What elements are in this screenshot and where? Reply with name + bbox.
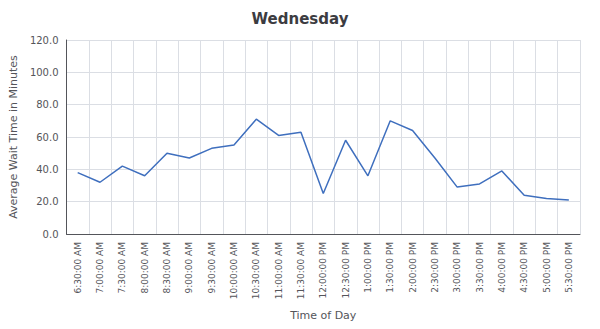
svg-text:7:30:00 AM: 7:30:00 AM [117, 242, 127, 293]
svg-text:3:30:00 PM: 3:30:00 PM [475, 242, 485, 293]
svg-text:120.0: 120.0 [30, 35, 59, 46]
svg-text:10:00:00 AM: 10:00:00 AM [229, 242, 239, 299]
svg-text:12:00:00 PM: 12:00:00 PM [318, 242, 328, 298]
svg-text:5:30:00 PM: 5:30:00 PM [564, 242, 574, 293]
svg-text:60.0: 60.0 [36, 132, 58, 143]
svg-text:7:00:00 AM: 7:00:00 AM [95, 242, 105, 293]
svg-text:2:00:00 PM: 2:00:00 PM [408, 242, 418, 293]
svg-text:9:30:00 AM: 9:30:00 AM [207, 242, 217, 293]
svg-text:9:00:00 AM: 9:00:00 AM [184, 242, 194, 293]
svg-text:4:30:00 PM: 4:30:00 PM [519, 242, 529, 293]
svg-text:11:30:00 AM: 11:30:00 AM [296, 242, 306, 299]
svg-text:8:30:00 AM: 8:30:00 AM [162, 242, 172, 293]
svg-text:4:00:00 PM: 4:00:00 PM [497, 242, 507, 293]
svg-text:2:30:00 PM: 2:30:00 PM [430, 242, 440, 293]
svg-text:Average Wait Time in Minutes: Average Wait Time in Minutes [7, 55, 20, 219]
svg-text:1:30:00 PM: 1:30:00 PM [385, 242, 395, 293]
svg-text:80.0: 80.0 [36, 99, 58, 110]
svg-text:10:30:00 AM: 10:30:00 AM [251, 242, 261, 299]
svg-text:Time of Day: Time of Day [289, 309, 357, 322]
svg-text:12:30:00 PM: 12:30:00 PM [341, 242, 351, 298]
svg-text:20.0: 20.0 [36, 196, 58, 207]
svg-text:3:00:00 PM: 3:00:00 PM [452, 242, 462, 293]
svg-text:100.0: 100.0 [30, 67, 59, 78]
svg-text:40.0: 40.0 [36, 164, 58, 175]
svg-text:5:00:00 PM: 5:00:00 PM [542, 242, 552, 293]
svg-text:1:00:00 PM: 1:00:00 PM [363, 242, 373, 293]
svg-text:11:00:00 AM: 11:00:00 AM [274, 242, 284, 299]
svg-text:8:00:00 AM: 8:00:00 AM [140, 242, 150, 293]
svg-text:6:30:00 AM: 6:30:00 AM [73, 242, 83, 293]
svg-text:Wednesday: Wednesday [252, 10, 349, 28]
svg-text:0.0: 0.0 [43, 229, 59, 240]
